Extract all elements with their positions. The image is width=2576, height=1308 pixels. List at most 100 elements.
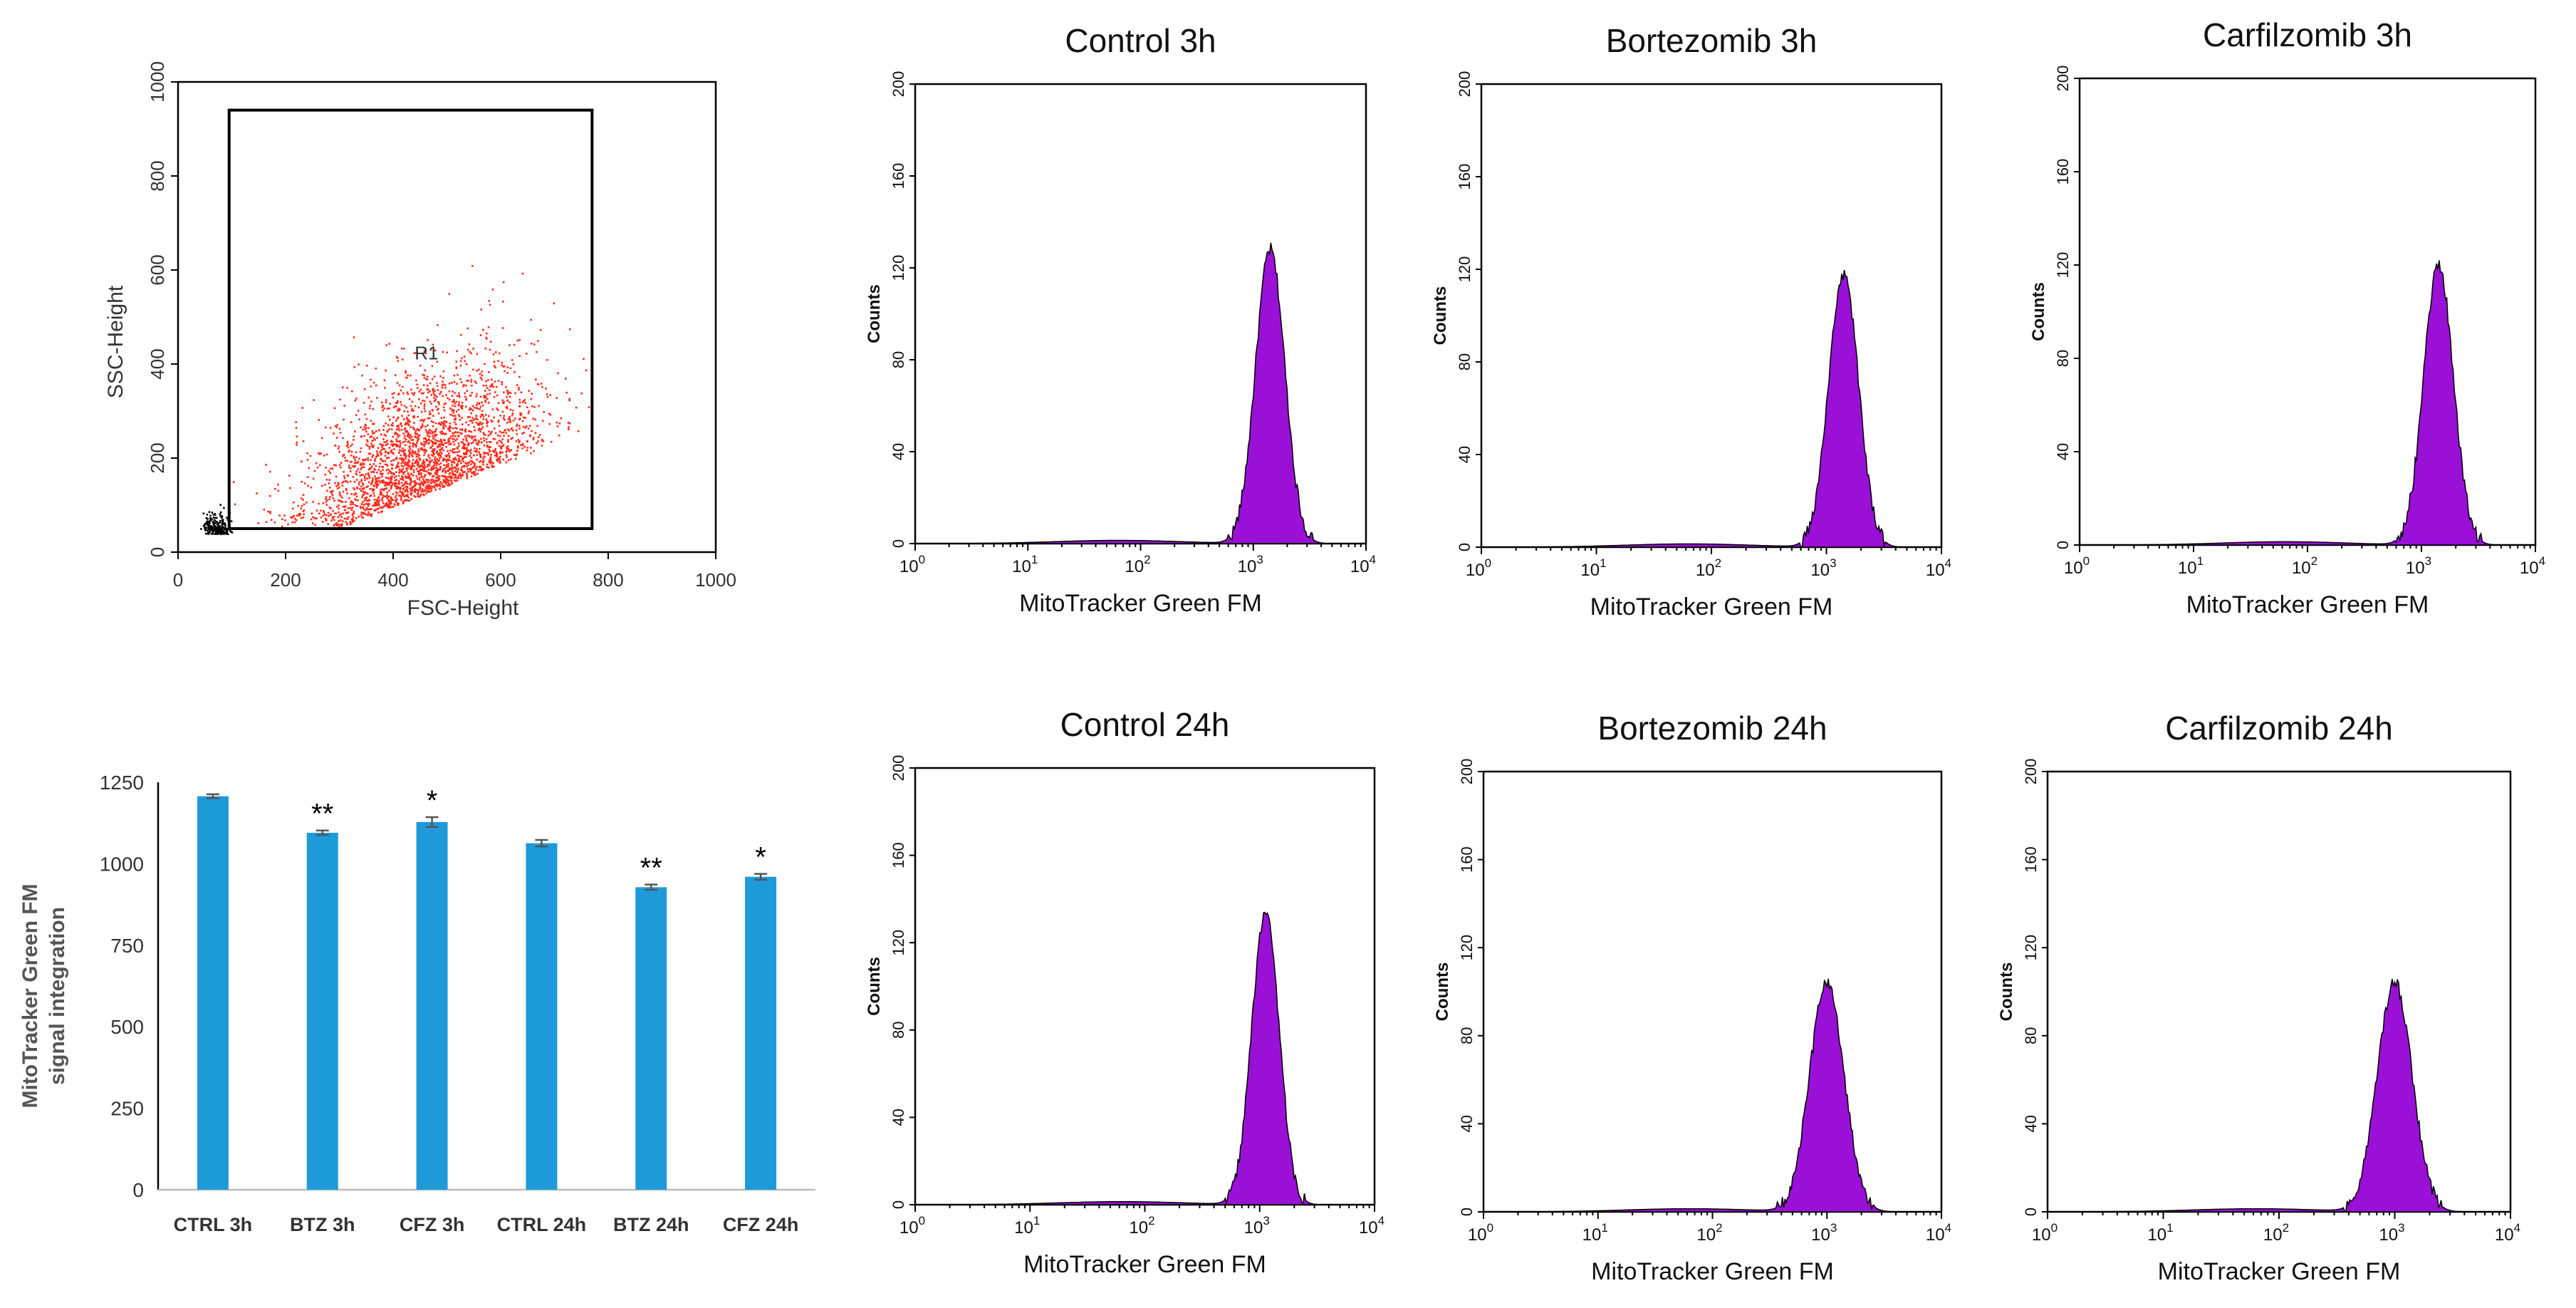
histogram-y-tick-label: 40 <box>1456 446 1474 463</box>
tick-base: 10 <box>1582 1225 1602 1245</box>
scatter-plot-fsc-ssc: R1 0 200 400 600 800 1000 0 200 400 600 800 1000 F… <box>104 61 736 620</box>
histogram-y-tick-label: 200 <box>1456 71 1474 98</box>
histogram-x-tick-label: 101 <box>1014 1214 1040 1237</box>
tick-exponent: 2 <box>1144 553 1150 566</box>
histogram-y-tick-label: 160 <box>890 842 907 868</box>
significance-marker: ** <box>311 799 333 830</box>
histogram-y-tick-label: 80 <box>890 1022 907 1039</box>
gate-r1-label: R1 <box>414 342 438 363</box>
histogram-x-tick-label: 101 <box>2178 554 2204 578</box>
tick-base: 10 <box>1468 1225 1487 1245</box>
histogram-y-axis-label: Counts <box>1433 962 1452 1022</box>
histogram-x-tick-label: 103 <box>1244 1214 1270 1237</box>
scatter-series-0 <box>232 264 590 528</box>
histogram-frame <box>1480 83 1943 549</box>
histogram-x-tick-label: 102 <box>1129 1214 1154 1237</box>
histogram-x-tick-label: 101 <box>1580 556 1606 580</box>
histogram-y-tick-label: 200 <box>2022 759 2040 785</box>
histogram-x-tick-label: 100 <box>1468 1221 1493 1245</box>
histogram-y-axis-label: Counts <box>865 284 884 343</box>
histogram-y-tick-label: 40 <box>2054 443 2072 460</box>
tick-exponent: 3 <box>1830 556 1836 570</box>
histogram-curve <box>915 242 1366 544</box>
tick-base: 10 <box>2064 559 2083 578</box>
scatter-y-tick-label: 400 <box>147 348 168 379</box>
tick-base: 10 <box>1014 1218 1033 1237</box>
histogram-x-tick-label: 102 <box>2263 1221 2289 1245</box>
bar-y-ticks: 0 250 500 750 1000 1250 <box>100 772 144 1201</box>
histogram-frame <box>2046 770 2512 1213</box>
histogram-y-tick-label: 160 <box>2054 159 2072 185</box>
histogram-y-tick-label: 0 <box>2054 541 2072 549</box>
histogram-y-tick-label: 80 <box>2054 350 2072 367</box>
bar-y-tick-label: 500 <box>110 1016 144 1038</box>
histogram-x-axis-label: MitoTracker Green FM <box>2186 591 2429 618</box>
tick-exponent: 1 <box>2166 1221 2173 1235</box>
histogram-y-tick-label: 200 <box>890 755 907 782</box>
scatter-x-tick-label: 1000 <box>695 569 736 591</box>
tick-exponent: 3 <box>1830 1221 1837 1235</box>
tick-exponent: 2 <box>2311 554 2317 568</box>
tick-exponent: 4 <box>1378 1214 1385 1227</box>
scatter-x-tick-label: 0 <box>173 569 183 591</box>
histogram-x-tick-label: 104 <box>1359 1214 1385 1237</box>
histogram-y-tick-label: 160 <box>1458 846 1476 873</box>
tick-exponent: 4 <box>1370 553 1376 566</box>
tick-exponent: 3 <box>2398 1221 2404 1235</box>
tick-base: 10 <box>2178 559 2197 578</box>
histogram-frame <box>2078 77 2537 546</box>
histogram-y-tick-label: 160 <box>2022 846 2040 873</box>
histogram-x-tick-label: 104 <box>2495 1221 2520 1245</box>
histogram-y-tick-label: 200 <box>1458 759 1476 785</box>
histogram-title: Control 24h <box>1060 706 1230 743</box>
tick-exponent: 1 <box>1031 553 1038 566</box>
histogram-y-axis-label: Counts <box>2029 282 2048 341</box>
histogram-y-tick-label: 80 <box>1456 353 1474 370</box>
histogram-y-tick-label: 120 <box>890 255 907 281</box>
histogram-x-tick-label: 101 <box>1582 1221 1608 1245</box>
histogram-title: Carfilzomib 24h <box>2165 710 2393 747</box>
histogram-y-tick-label: 80 <box>2022 1027 2040 1044</box>
histogram-x-axis-label: MitoTracker Green FM <box>1023 1251 1266 1278</box>
histogram-y-tick-label: 120 <box>1456 256 1474 283</box>
histogram-x-tick-label: 100 <box>2064 554 2090 578</box>
tick-exponent: 2 <box>1716 1221 1722 1235</box>
histogram-x-tick-label: 103 <box>2406 554 2431 578</box>
bar-y-axis-label-line1: MitoTracker Green FM <box>19 883 42 1108</box>
bar-category-label: CTRL 3h <box>174 1214 253 1235</box>
histogram-x-tick-label: 103 <box>2379 1221 2404 1245</box>
histogram-x-axis-label: MitoTracker Green FM <box>1590 593 1833 621</box>
scatter-y-tick-label: 1000 <box>147 61 168 103</box>
bar-0 <box>197 796 229 1190</box>
bar-1 <box>306 832 338 1190</box>
histogram-y-tick-label: 40 <box>890 1109 907 1126</box>
scatter-x-axis-label: FSC-Height <box>407 596 519 620</box>
histogram-x-tick-label: 102 <box>1125 553 1150 576</box>
bar-5 <box>745 876 777 1190</box>
histogram-title: Bortezomib 3h <box>1606 22 1818 59</box>
significance-marker: * <box>755 842 766 873</box>
bar-category-label: BTZ 3h <box>290 1214 355 1235</box>
histogram-x-axis-label: MitoTracker Green FM <box>2158 1258 2401 1285</box>
bar-y-tick-label: 250 <box>110 1098 144 1120</box>
tick-exponent: 4 <box>2539 554 2545 568</box>
histogram-y-tick-label: 120 <box>1458 935 1476 961</box>
histogram-y-tick-label: 160 <box>1456 164 1474 190</box>
scatter-y-tick-label: 200 <box>147 442 168 473</box>
histogram-curve <box>2048 978 2510 1213</box>
histogram-x-tick-label: 103 <box>1238 553 1263 576</box>
bar-error-3 <box>535 839 548 848</box>
histogram-frame <box>914 83 1367 545</box>
histogram-y-tick-label: 0 <box>1456 543 1474 551</box>
significance-marker: * <box>427 785 438 816</box>
bar-error-2 <box>425 816 439 828</box>
histogram-title: Bortezomib 24h <box>1597 710 1827 747</box>
tick-exponent: 0 <box>2083 554 2090 568</box>
tick-exponent: 2 <box>1148 1214 1154 1227</box>
scatter-x-ticks: 0 200 400 600 800 1000 <box>173 552 736 591</box>
tick-exponent: 3 <box>2425 554 2431 568</box>
